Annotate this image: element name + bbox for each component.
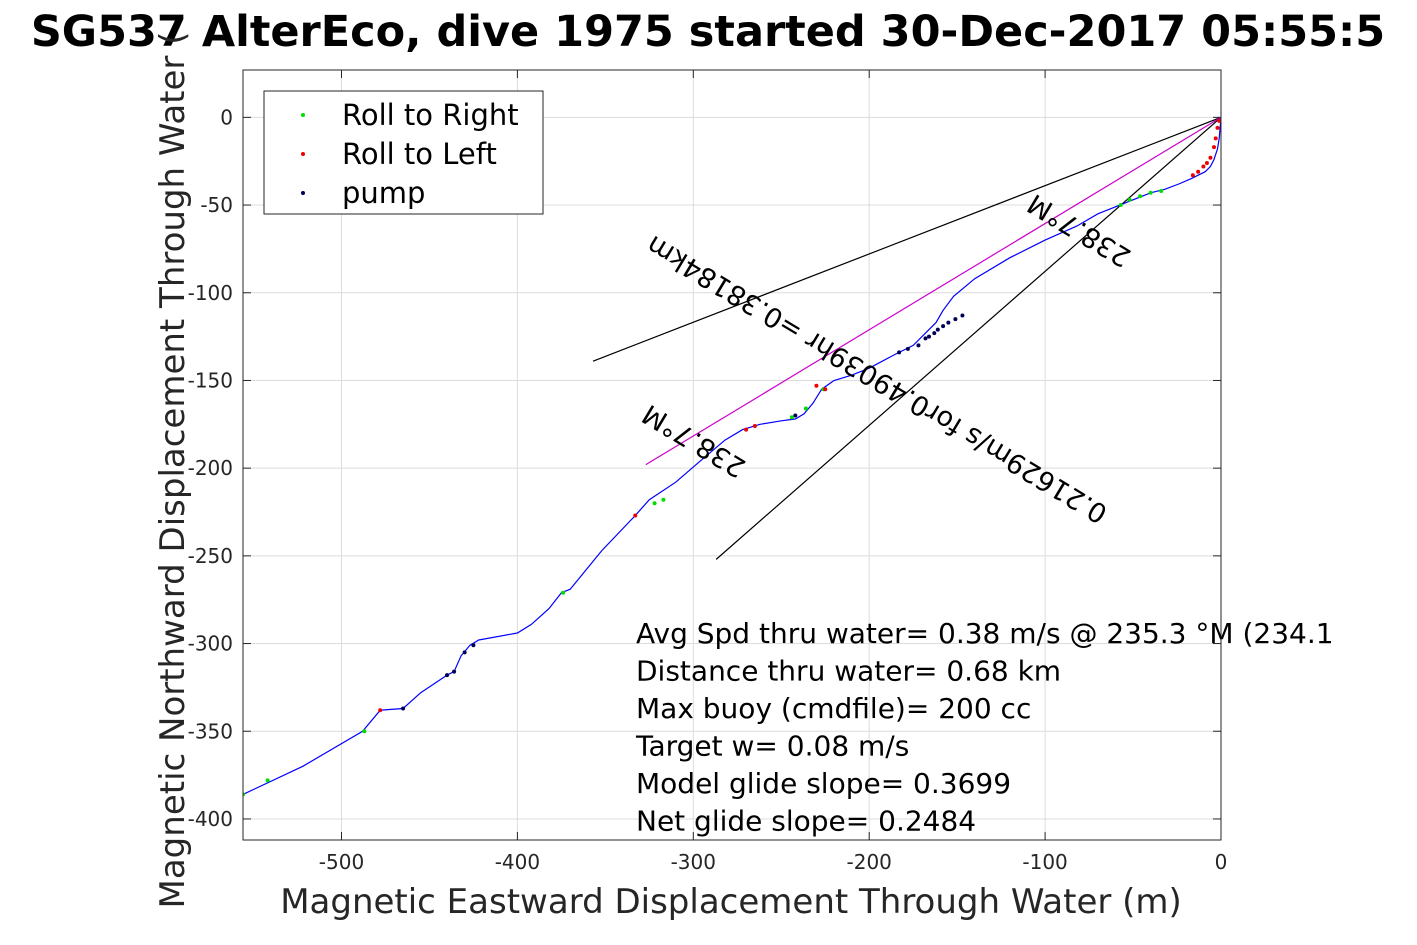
roll-right-point bbox=[1138, 194, 1143, 199]
legend-label: Roll to Left bbox=[342, 137, 497, 171]
pump-point bbox=[916, 343, 921, 348]
y-tick-label: -150 bbox=[188, 368, 233, 392]
y-tick-label: -50 bbox=[200, 193, 233, 217]
roll-left-point bbox=[1208, 155, 1213, 160]
roll-right-point bbox=[661, 497, 666, 502]
x-tick-label: -400 bbox=[495, 850, 540, 874]
chart-title: SG537 AlterEco, dive 1975 started 30-Dec… bbox=[31, 7, 1385, 57]
roll-left-point bbox=[823, 387, 828, 392]
pump-point bbox=[946, 320, 951, 325]
pump-point bbox=[793, 413, 798, 418]
pump-point bbox=[452, 669, 457, 674]
legend-marker bbox=[301, 113, 305, 117]
roll-left-point bbox=[1211, 145, 1216, 150]
roll-right-point bbox=[1159, 189, 1164, 194]
roll-left-point bbox=[1213, 136, 1218, 141]
annotation-line: Net glide slope= 0.2484 bbox=[636, 805, 976, 838]
roll-left-point bbox=[378, 708, 383, 713]
glide-line-lower bbox=[715, 116, 1221, 560]
annotation-line: Target w= 0.08 m/s bbox=[635, 730, 909, 763]
pump-point bbox=[445, 673, 450, 678]
y-tick-label: -250 bbox=[188, 544, 233, 568]
legend: Roll to Right Roll to Left pump bbox=[263, 90, 544, 215]
y-tick-label: -400 bbox=[188, 807, 233, 831]
y-tick-label: -300 bbox=[188, 632, 233, 656]
pump-point bbox=[462, 650, 467, 655]
roll-right-point bbox=[362, 729, 367, 734]
roll-left-point bbox=[814, 383, 819, 388]
y-tick-label: -200 bbox=[188, 456, 233, 480]
markers bbox=[243, 118, 1221, 797]
roll-left-point bbox=[1196, 169, 1201, 174]
y-tick-label: -100 bbox=[188, 281, 233, 305]
roll-left-point bbox=[1217, 118, 1221, 123]
legend-marker bbox=[301, 191, 305, 195]
legend-label: Roll to Right bbox=[342, 98, 519, 132]
plot-frame bbox=[242, 69, 1222, 841]
y-tick-label: 0 bbox=[220, 105, 233, 129]
x-axis-label: Magnetic Eastward Displacement Through W… bbox=[280, 882, 1182, 922]
annotation-line: Avg Spd thru water= 0.38 m/s @ 235.3 °M … bbox=[636, 617, 1334, 650]
roll-right-point bbox=[1127, 197, 1132, 202]
glide-line-mean bbox=[645, 116, 1221, 466]
legend-label: pump bbox=[342, 176, 425, 210]
annotation-line: Distance thru water= 0.68 km bbox=[636, 655, 1061, 688]
roll-left-point bbox=[1190, 173, 1195, 178]
roll-right-point bbox=[265, 778, 270, 783]
roll-right-point bbox=[803, 406, 808, 411]
roll-left-point bbox=[633, 513, 638, 518]
glide-line-upper bbox=[592, 116, 1221, 362]
roll-right-point bbox=[652, 501, 657, 506]
roll-right-point bbox=[561, 590, 566, 595]
legend-marker bbox=[301, 152, 305, 156]
y-axis-label: Magnetic Northward Displacement Through … bbox=[153, 32, 193, 909]
pump-point bbox=[923, 336, 928, 341]
pump-point bbox=[953, 317, 958, 322]
pump-point bbox=[471, 643, 476, 648]
roll-left-point bbox=[1215, 125, 1220, 130]
roll-right-point bbox=[1118, 203, 1123, 208]
annotations: Avg Spd thru water= 0.38 m/s @ 235.3 °M … bbox=[635, 617, 1334, 838]
pump-point bbox=[935, 327, 940, 332]
annotation-line: Max buoy (cmdfile)= 200 cc bbox=[636, 692, 1031, 725]
x-tick-label: -500 bbox=[319, 850, 364, 874]
x-tick-label: -200 bbox=[847, 850, 892, 874]
pump-point bbox=[932, 331, 937, 336]
annotation-line: Model glide slope= 0.3699 bbox=[636, 767, 1011, 800]
roll-left-point bbox=[744, 427, 749, 432]
axis-ticks: -500 -400 -300 -200 -100 0 0 -50 -100 -150 -200 -25… bbox=[188, 70, 1228, 874]
roll-left-point bbox=[1204, 160, 1209, 165]
roll-left-point bbox=[1201, 164, 1206, 169]
x-tick-label: 0 bbox=[1215, 850, 1228, 874]
pump-point bbox=[897, 350, 902, 355]
pump-point bbox=[960, 313, 965, 318]
legend-box bbox=[263, 90, 544, 215]
x-tick-label: -100 bbox=[1022, 850, 1067, 874]
y-tick-label: -350 bbox=[188, 719, 233, 743]
x-tick-label: -300 bbox=[671, 850, 716, 874]
pump-point bbox=[905, 346, 910, 351]
pump-point bbox=[941, 324, 946, 329]
glide-lines bbox=[592, 116, 1221, 560]
pump-point bbox=[401, 706, 406, 711]
pump-point bbox=[927, 334, 932, 339]
roll-left-point bbox=[752, 424, 757, 429]
roll-right-point bbox=[789, 415, 794, 420]
roll-right-point bbox=[1148, 190, 1153, 195]
